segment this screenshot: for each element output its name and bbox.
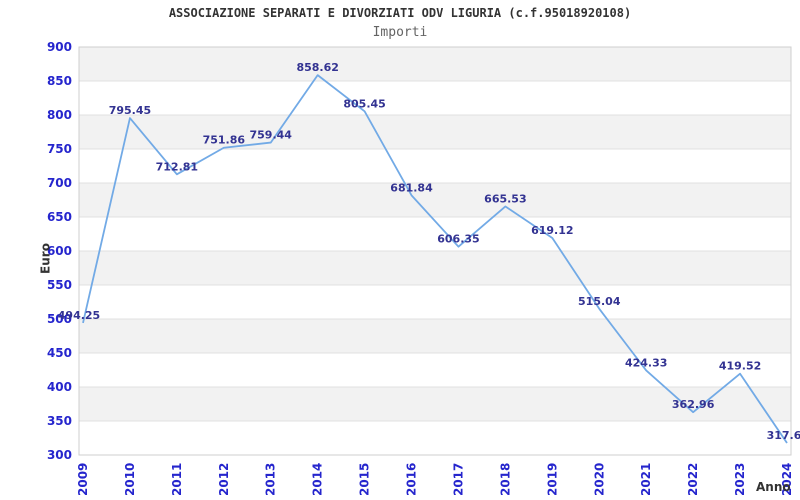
y-axis-title: Euro xyxy=(38,243,53,274)
x-tick-label: 2024 xyxy=(780,463,794,496)
x-tick-label: 2013 xyxy=(264,463,278,496)
x-tick-label: 2016 xyxy=(405,463,419,496)
x-tick-label: 2017 xyxy=(451,463,465,496)
data-label: 712.81 xyxy=(156,160,198,173)
data-label: 681.84 xyxy=(390,181,433,194)
y-tick-label: 750 xyxy=(47,142,72,156)
x-tick-label: 2009 xyxy=(76,463,90,496)
data-label: 317.6 xyxy=(767,429,800,442)
plot-band xyxy=(79,319,791,353)
plot-band xyxy=(79,183,791,217)
chart-title: ASSOCIAZIONE SEPARATI E DIVORZIATI ODV L… xyxy=(168,6,632,20)
data-label: 665.53 xyxy=(484,192,526,205)
x-tick-label: 2022 xyxy=(686,463,700,496)
y-tick-label: 350 xyxy=(47,414,72,428)
x-tick-label: 2015 xyxy=(358,463,372,496)
y-tick-label: 400 xyxy=(47,380,72,394)
y-tick-label: 900 xyxy=(47,40,72,54)
x-tick-label: 2023 xyxy=(733,463,747,496)
x-tick-label: 2019 xyxy=(545,463,559,496)
plot-band xyxy=(79,47,791,81)
plot-border xyxy=(78,46,792,456)
y-tick-label: 700 xyxy=(47,176,72,190)
x-tick-label: 2011 xyxy=(170,463,184,496)
plot-band xyxy=(79,251,791,285)
y-tick-label: 650 xyxy=(47,210,72,224)
y-tick-label: 600 xyxy=(47,244,72,258)
data-label: 619.12 xyxy=(531,224,573,237)
y-tick-label: 500 xyxy=(47,312,72,326)
y-tick-label: 550 xyxy=(47,278,72,292)
x-axis-title: Anno xyxy=(756,480,791,494)
x-tick-label: 2014 xyxy=(311,463,325,496)
data-label: 759.44 xyxy=(250,129,293,142)
x-tick-label: 2020 xyxy=(592,463,606,496)
data-label: 751.86 xyxy=(203,134,246,147)
data-label: 424.33 xyxy=(625,356,667,369)
data-label: 805.45 xyxy=(343,97,385,110)
data-label: 606.35 xyxy=(437,233,479,246)
series-line xyxy=(82,74,788,444)
plot-band xyxy=(79,115,791,149)
y-tick-label: 450 xyxy=(47,346,72,360)
data-label: 795.45 xyxy=(109,104,151,117)
x-tick-label: 2021 xyxy=(639,463,653,496)
y-tick-label: 300 xyxy=(47,448,72,462)
data-label: 515.04 xyxy=(578,295,621,308)
data-label: 858.62 xyxy=(296,61,338,74)
x-tick-label: 2010 xyxy=(123,463,137,496)
x-tick-label: 2018 xyxy=(498,463,512,496)
chart-subtitle: Importi xyxy=(372,25,428,40)
y-tick-label: 800 xyxy=(47,108,72,122)
data-label: 494.25 xyxy=(58,309,100,322)
data-label: 419.52 xyxy=(719,360,761,373)
x-tick-label: 2012 xyxy=(217,463,231,496)
data-label: 362.96 xyxy=(672,398,715,411)
y-tick-label: 850 xyxy=(47,74,72,88)
